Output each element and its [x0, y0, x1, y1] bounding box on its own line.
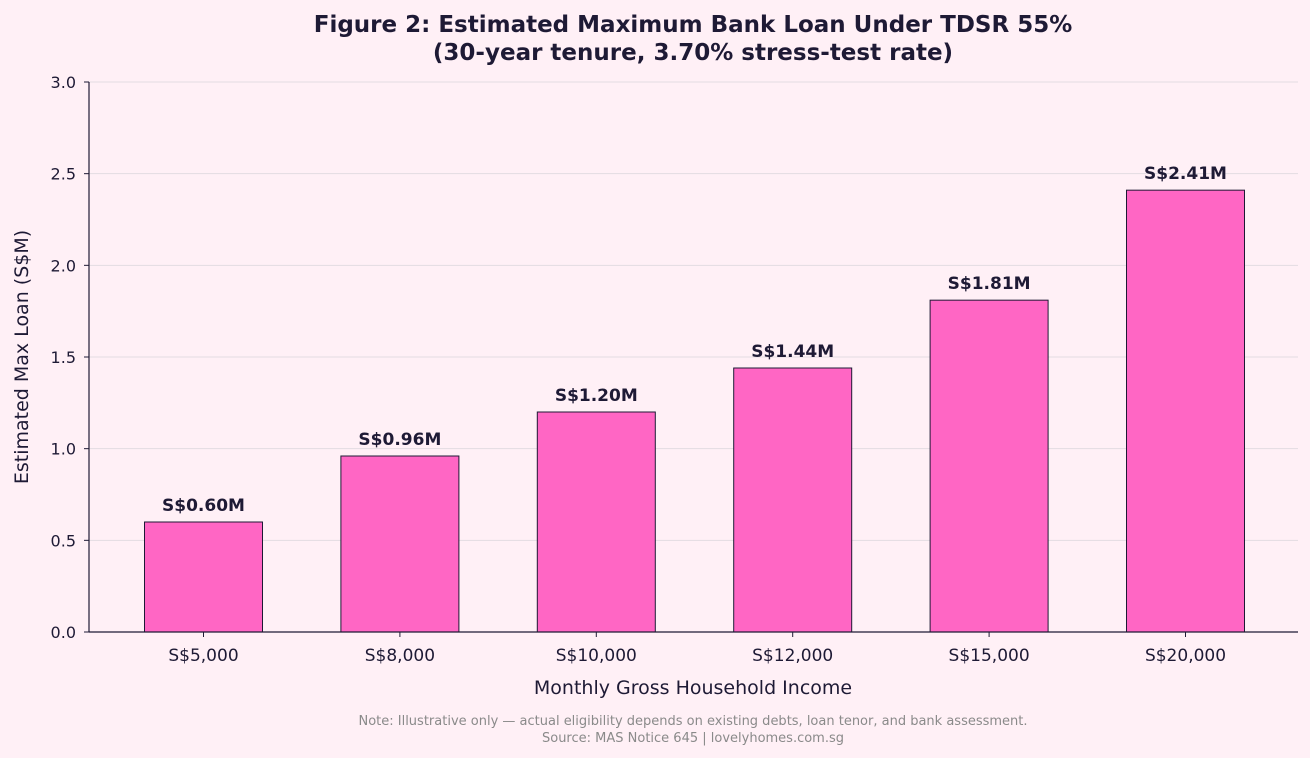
- x-tick-label: S$5,000: [168, 646, 238, 666]
- x-tick-label: S$20,000: [1145, 646, 1226, 666]
- bar: [340, 455, 460, 633]
- x-axis-label: Monthly Gross Household Income: [534, 677, 852, 699]
- y-tick-label: 2.5: [51, 165, 76, 184]
- bar: [733, 367, 853, 633]
- data-label: S$0.60M: [162, 496, 245, 516]
- y-tick-label: 1.0: [51, 440, 76, 459]
- bar: [1126, 189, 1245, 633]
- y-tick-label: 1.5: [51, 348, 76, 367]
- y-axis-ticks: 0.0 0.5 1.0 1.5 2.0 2.5 3.0: [51, 73, 89, 642]
- y-axis-label: Estimated Max Loan (S$M): [11, 230, 33, 484]
- footer-note: Note: Illustrative only — actual eligibi…: [358, 714, 1027, 729]
- x-axis-ticks: S$5,000 S$8,000 S$10,000 S$12,000 S$15,000 S$…: [168, 632, 1226, 666]
- x-tick-label: S$15,000: [949, 646, 1030, 666]
- data-label: S$1.81M: [948, 274, 1031, 294]
- y-tick-label: 2.0: [51, 256, 76, 275]
- data-label: S$1.44M: [751, 342, 834, 362]
- y-tick-label: 0.0: [51, 623, 76, 642]
- footer-source: Source: MAS Notice 645 | lovelyhomes.com…: [542, 731, 844, 746]
- data-labels: S$0.60M S$0.96M S$1.20M S$1.44M S$1.81M S$2.4…: [162, 164, 1227, 516]
- data-label: S$0.96M: [358, 430, 441, 450]
- bar: [929, 299, 1049, 633]
- x-tick-label: S$8,000: [365, 646, 435, 666]
- chart-subtitle: (30-year tenure, 3.70% stress-test rate): [433, 40, 953, 66]
- bars: [144, 189, 1245, 633]
- x-tick-label: S$10,000: [556, 646, 637, 666]
- x-tick-label: S$12,000: [752, 646, 833, 666]
- gridlines: [89, 81, 1298, 541]
- data-label: S$2.41M: [1144, 164, 1227, 184]
- y-tick-label: 3.0: [51, 73, 76, 92]
- data-label: S$1.20M: [555, 386, 638, 406]
- bar: [144, 521, 263, 633]
- y-tick-label: 0.5: [51, 531, 76, 550]
- chart-title: Figure 2: Estimated Maximum Bank Loan Un…: [314, 12, 1073, 38]
- bar: [536, 411, 656, 633]
